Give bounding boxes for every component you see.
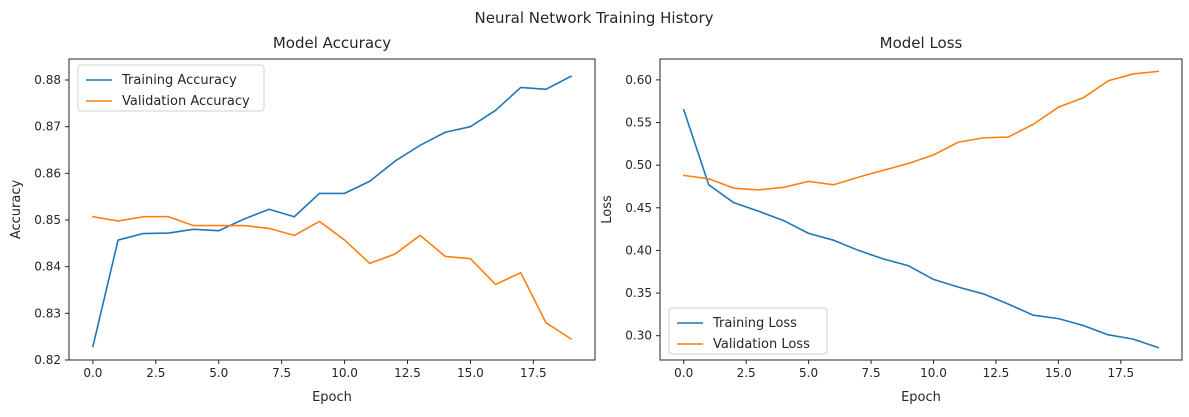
- plot-frame-1: [659, 58, 1183, 361]
- x-tick-label-1-5: 12.5: [983, 366, 1010, 380]
- accuracy-chart: Model Accuracy 0.0 2.5 5.0 7.5 10.0 12.5 15.0 17…: [9, 34, 596, 405]
- y-tick-label-0-0: 0.82: [34, 353, 61, 367]
- y-tick-label-0-6: 0.88: [34, 73, 61, 87]
- series-line-training-accuracy: [92, 75, 572, 348]
- x-tick-label-1-3: 7.5: [862, 366, 881, 380]
- x-tick-label-1-6: 15.0: [1045, 366, 1072, 380]
- y-tick-label-1-1: 0.35: [625, 286, 652, 300]
- y-axis-label-0: Accuracy: [9, 180, 24, 240]
- y-tick-label-0-4: 0.86: [34, 166, 61, 180]
- y-tick-label-1-5: 0.55: [625, 116, 652, 130]
- x-axis-label-1: Epoch: [901, 390, 941, 405]
- chart-title-0: Model Accuracy: [273, 34, 391, 52]
- x-tick-label-0-4: 10.0: [331, 366, 358, 380]
- x-tick-label-0-1: 2.5: [146, 366, 165, 380]
- y-tick-label-0-1: 0.83: [34, 306, 61, 320]
- legend-box-1: [668, 307, 828, 355]
- y-axis-label-1: Loss: [600, 195, 615, 224]
- series-line-validation-accuracy: [92, 215, 572, 340]
- y-tick-label-1-3: 0.45: [625, 201, 652, 215]
- x-axis-label-0: Epoch: [312, 390, 352, 405]
- legend-0: Training Accuracy Validation Accuracy: [77, 64, 265, 112]
- x-tick-label-1-1: 2.5: [737, 366, 756, 380]
- series-line-training-loss: [682, 108, 1160, 349]
- plot-frame-0: [68, 58, 596, 361]
- x-tick-label-1-4: 10.0: [920, 366, 947, 380]
- x-tick-label-1-7: 17.5: [1107, 366, 1134, 380]
- legend-label-validation-loss: Validation Loss: [713, 337, 810, 352]
- legend-label-training-accuracy: Training Accuracy: [121, 73, 237, 88]
- x-tick-label-1-2: 5.0: [799, 366, 818, 380]
- x-tick-label-1-0: 0.0: [674, 366, 693, 380]
- x-tick-label-0-7: 17.5: [520, 366, 547, 380]
- x-tick-label-0-0: 0.0: [83, 366, 102, 380]
- y-tick-label-0-5: 0.87: [34, 120, 61, 134]
- legend-box-0: [77, 64, 265, 112]
- y-tick-label-1-4: 0.50: [625, 158, 652, 172]
- y-tick-label-1-2: 0.40: [625, 243, 652, 257]
- y-tick-label-0-2: 0.84: [34, 260, 61, 274]
- x-tick-label-0-6: 15.0: [457, 366, 484, 380]
- legend-label-validation-accuracy: Validation Accuracy: [122, 94, 250, 109]
- y-tick-label-1-6: 0.60: [625, 73, 652, 87]
- figure-suptitle: Neural Network Training History: [475, 9, 714, 27]
- y-tick-label-0-3: 0.85: [34, 213, 61, 227]
- chart-title-1: Model Loss: [880, 34, 963, 52]
- y-tick-label-1-0: 0.30: [625, 329, 652, 343]
- x-tick-label-0-3: 7.5: [272, 366, 291, 380]
- series-line-validation-loss: [682, 70, 1160, 191]
- loss-chart: Model Loss 0.0 2.5 5.0 7.5 10.0 12.5 15.0 17.5 0.…: [600, 34, 1183, 405]
- legend-label-training-loss: Training Loss: [712, 316, 797, 331]
- legend-1: Training Loss Validation Loss: [668, 307, 828, 355]
- x-tick-label-0-2: 5.0: [209, 366, 228, 380]
- x-tick-label-0-5: 12.5: [394, 366, 421, 380]
